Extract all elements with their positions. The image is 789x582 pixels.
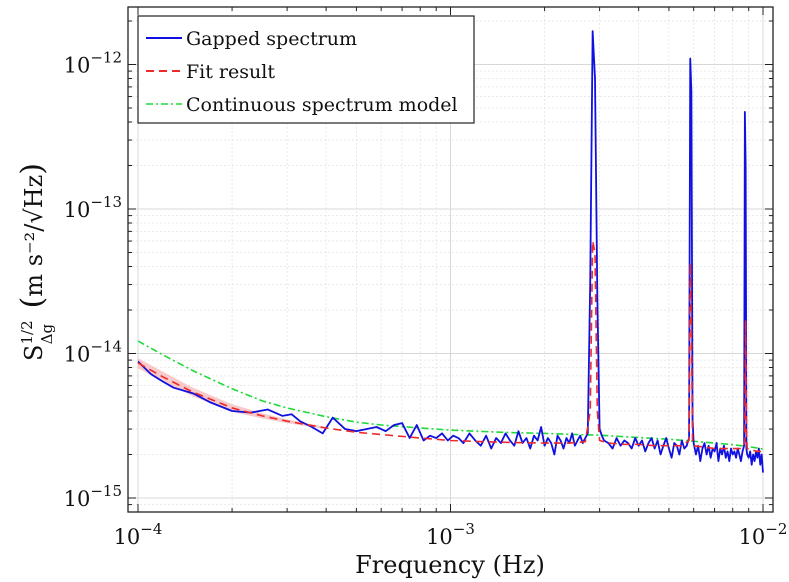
y-axis-label-units: m s⁻²/√Hz xyxy=(20,175,48,297)
legend-label-gapped-spectrum: Gapped spectrum xyxy=(186,28,357,50)
y-axis-label-superscript: 1/2 xyxy=(18,320,36,344)
y-axis-label-subscript: Δg xyxy=(38,324,56,345)
legend: Gapped spectrum Fit result Continuous sp… xyxy=(138,16,474,123)
legend-label-continuous-model: Continuous spectrum model xyxy=(186,94,458,116)
legend-label-fit-result: Fit result xyxy=(186,61,275,83)
chart: 10−4 10−3 10−2 10−1510−1410−1310−12 Freque… xyxy=(0,0,789,582)
y-axis-label-symbol: S xyxy=(20,345,48,361)
x-axis-label: Frequency (Hz) xyxy=(355,551,545,579)
